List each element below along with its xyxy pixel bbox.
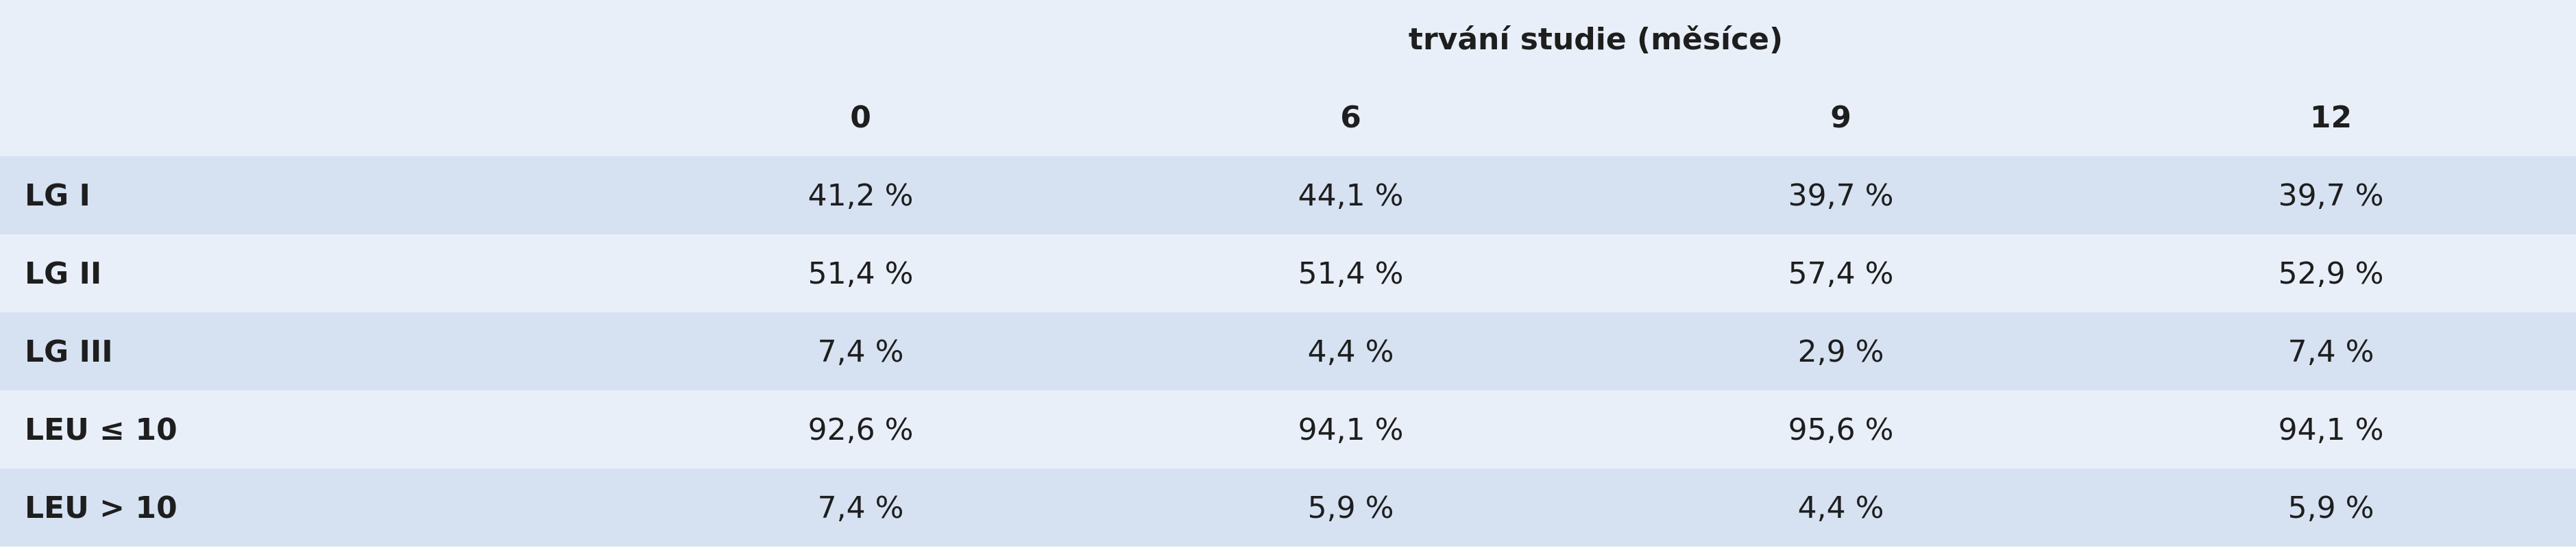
cell: 39,7 % xyxy=(1788,177,1894,213)
cell: 94,1 % xyxy=(1298,412,1404,447)
column-header: 12 xyxy=(2309,99,2353,135)
cell: 94,1 % xyxy=(2278,412,2384,447)
column-header: 6 xyxy=(1340,99,1361,135)
cell: 95,6 % xyxy=(1788,412,1894,447)
cell: 44,1 % xyxy=(1298,177,1404,213)
cell: 52,9 % xyxy=(2278,256,2384,291)
table-row: LG III 7,4 % 4,4 % 2,9 % 7,4 % xyxy=(0,312,2576,390)
cell: 2,9 % xyxy=(1797,334,1884,369)
group-header-row: trvání studie (měsíce) xyxy=(0,0,2576,78)
row-label: LG II xyxy=(25,256,102,291)
cell: 41,2 % xyxy=(807,177,914,213)
row-label: LEU > 10 xyxy=(25,490,178,525)
cell: 5,9 % xyxy=(1307,490,1394,525)
row-label: LG III xyxy=(25,334,113,369)
empty-cell xyxy=(0,0,616,78)
empty-cell xyxy=(0,78,616,156)
column-header-row: 0 6 9 12 xyxy=(0,78,2576,156)
table-row: LG II 51,4 % 51,4 % 57,4 % 52,9 % xyxy=(0,234,2576,312)
table-row: LG I 41,2 % 44,1 % 39,7 % 39,7 % xyxy=(0,156,2576,234)
column-header: 9 xyxy=(1830,99,1851,135)
cell: 4,4 % xyxy=(1307,334,1394,369)
cell: 7,4 % xyxy=(817,490,904,525)
row-label: LEU ≤ 10 xyxy=(25,412,178,447)
cell: 5,9 % xyxy=(2287,490,2374,525)
cell: 39,7 % xyxy=(2278,177,2384,213)
table-row: LEU ≤ 10 92,6 % 94,1 % 95,6 % 94,1 % xyxy=(0,390,2576,469)
column-header: 0 xyxy=(850,99,871,135)
group-header: trvání studie (měsíce) xyxy=(1408,21,1784,57)
cell: 92,6 % xyxy=(807,412,914,447)
cell: 57,4 % xyxy=(1788,256,1894,291)
cell: 4,4 % xyxy=(1797,490,1884,525)
cell: 7,4 % xyxy=(2287,334,2374,369)
row-label: LG I xyxy=(25,177,90,213)
cell: 51,4 % xyxy=(1298,256,1404,291)
table-row: LEU > 10 7,4 % 5,9 % 4,4 % 5,9 % xyxy=(0,469,2576,547)
cell: 7,4 % xyxy=(817,334,904,369)
cell: 51,4 % xyxy=(807,256,914,291)
